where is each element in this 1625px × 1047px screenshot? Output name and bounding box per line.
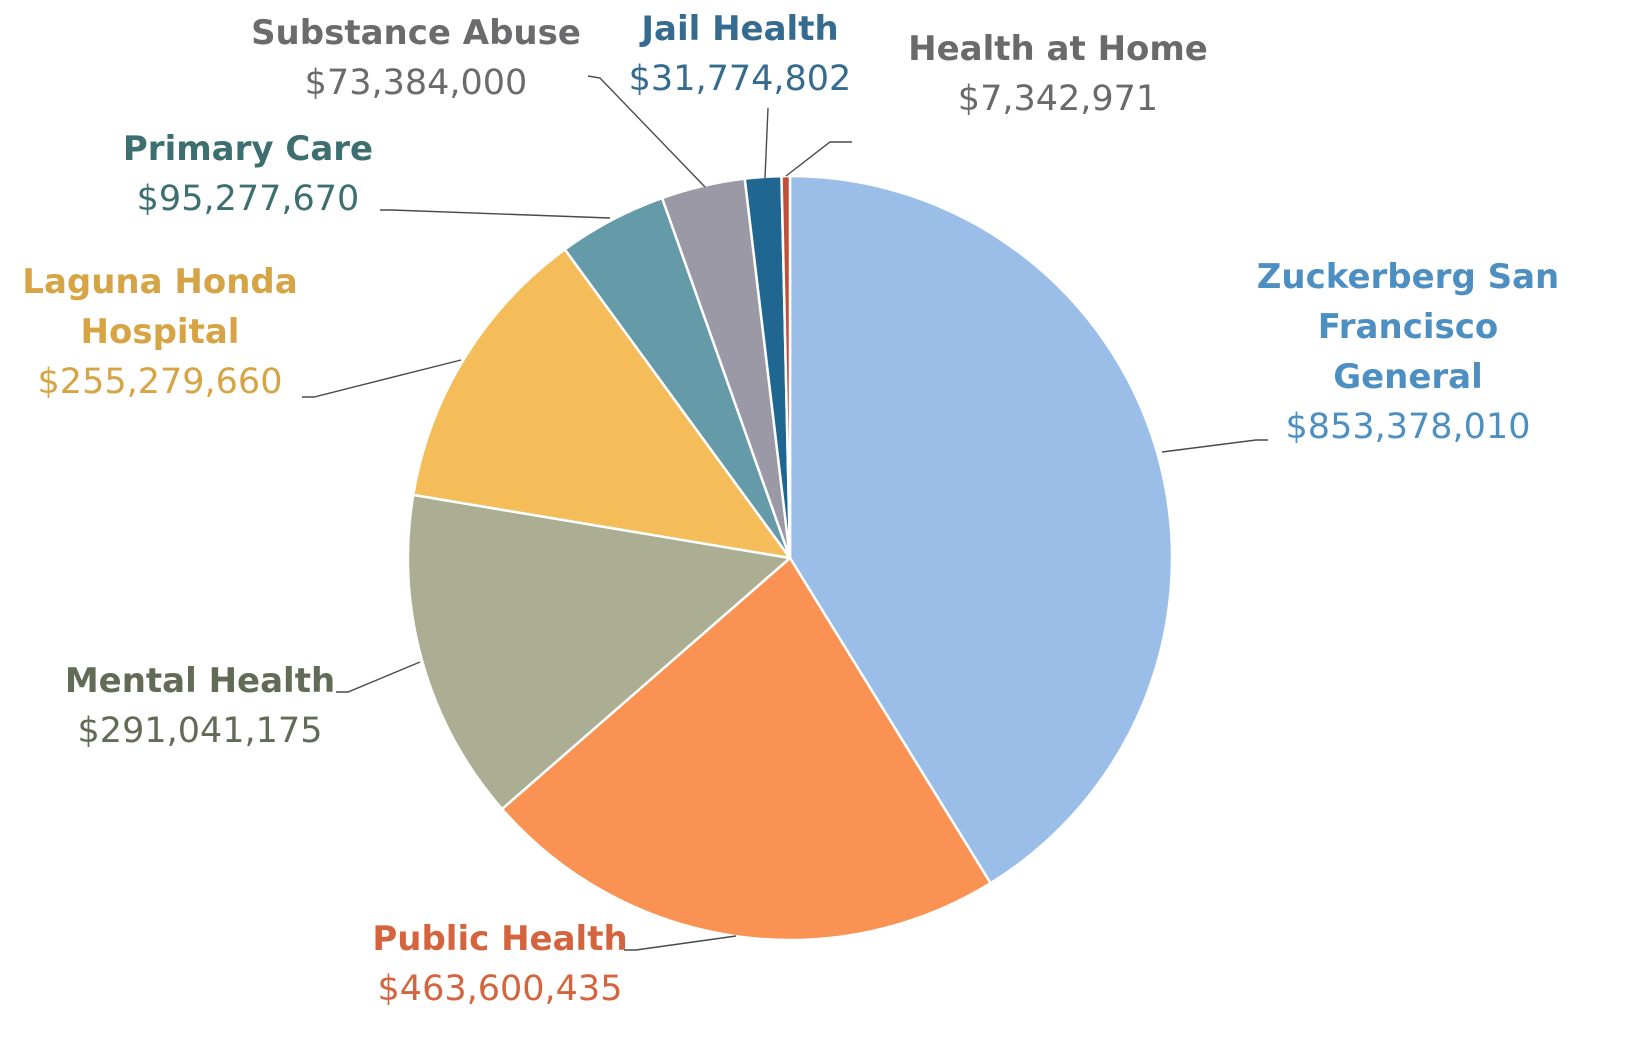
slice-label-value: $853,378,010: [1286, 407, 1531, 447]
slice-label: Primary Care $95,277,670: [123, 129, 373, 219]
leader-line: [302, 359, 462, 398]
pie-slice-public-health: [500, 556, 992, 942]
slice-label: Health at Home $7,342,971: [908, 29, 1208, 119]
slice-label-name: Laguna Honda: [22, 262, 297, 302]
slice-label-name: Substance Abuse: [251, 13, 581, 53]
slice-label-value: $7,342,971: [958, 79, 1158, 119]
leader-line: [336, 661, 421, 693]
slice-labels: Zuckerberg San Francisco General $853,378,0…: [22, 9, 1559, 1009]
slice-label: Substance Abuse $73,384,000: [251, 13, 581, 103]
pie-slice-mental-health: [406, 493, 792, 811]
slice-label-value: $463,600,435: [378, 969, 623, 1009]
leader-line: [587, 75, 706, 188]
slice-label-value: $255,279,660: [38, 362, 283, 402]
leader-line: [785, 141, 852, 177]
pie-slice-health-at-home: [780, 174, 792, 560]
slice-label: Public Health $463,600,435: [372, 919, 627, 1009]
pie-slice-laguna-honda-hospital: [412, 248, 792, 560]
slice-label-name: Zuckerberg San: [1257, 257, 1560, 297]
slice-label-value: $95,277,670: [137, 179, 360, 219]
slice-label-value: $291,041,175: [78, 711, 323, 751]
leader-line: [624, 935, 737, 951]
pie-slice-zuckerberg-san-francisco-general: [788, 174, 1174, 885]
slice-label-value: $73,384,000: [305, 63, 528, 103]
slice-label: Laguna Honda Hospital $255,279,660: [22, 262, 297, 402]
leader-line: [1161, 439, 1268, 453]
slice-label-name: Jail Health: [639, 9, 838, 49]
leader-lines: [302, 75, 1268, 951]
slice-label-value: $31,774,802: [629, 59, 852, 99]
slice-label-name: General: [1333, 357, 1483, 397]
slice-label-name: Mental Health: [65, 661, 335, 701]
slice-label-name: Primary Care: [123, 129, 373, 169]
slice-label: Jail Health $31,774,802: [629, 9, 852, 99]
leader-line: [380, 209, 611, 219]
slice-label-name: Public Health: [372, 919, 627, 959]
slice-label-name: Health at Home: [908, 29, 1208, 69]
slice-label: Zuckerberg San Francisco General $853,378,0…: [1257, 257, 1560, 447]
pie-slices: [406, 174, 1174, 942]
leader-line: [764, 107, 769, 179]
slice-label-name: Francisco: [1318, 307, 1499, 347]
slice-label: Mental Health $291,041,175: [65, 661, 335, 751]
slice-label-name: Hospital: [81, 312, 240, 352]
